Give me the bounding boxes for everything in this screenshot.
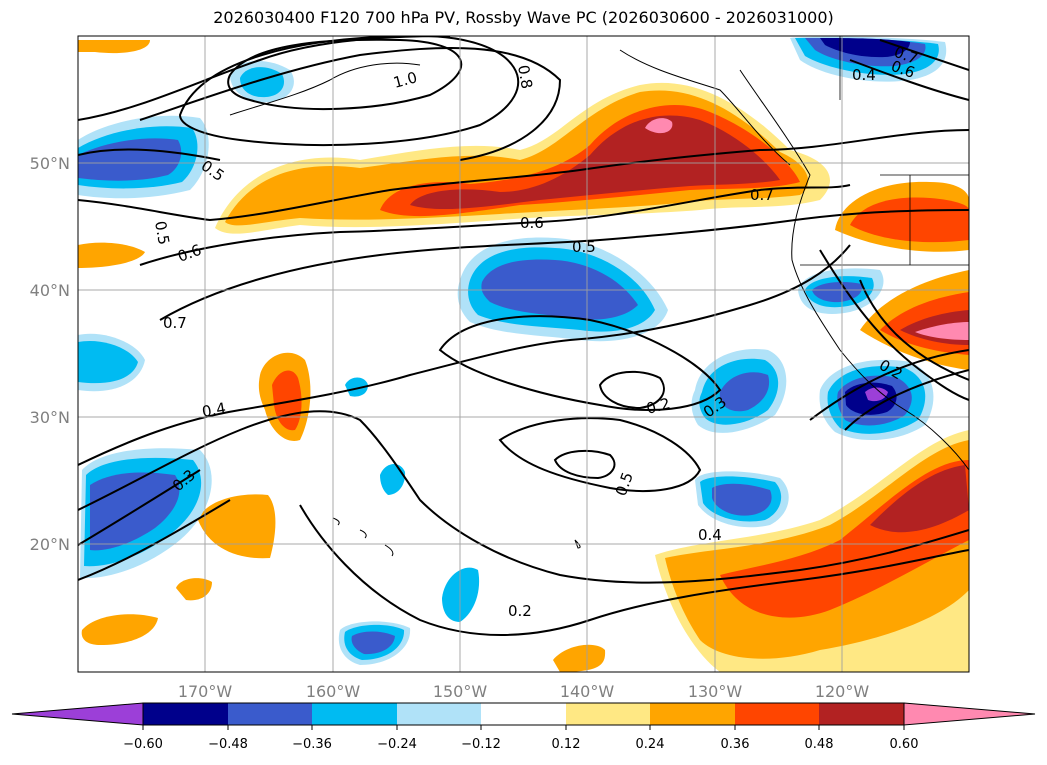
colorbar-swatch	[312, 703, 397, 725]
colorbar-swatch	[228, 703, 312, 725]
colorbar-tick-label: 0.36	[721, 737, 750, 752]
lat-label: 40°N	[30, 281, 70, 300]
contour-label: 0.5	[572, 238, 596, 256]
latitude-labels: 50°N 40°N 30°N 20°N	[30, 154, 70, 554]
colorbar-tick-label: −0.24	[377, 737, 417, 752]
contour-label: 0.8	[514, 64, 536, 91]
contour-label: 0.6	[520, 214, 544, 232]
colorbar-swatch	[481, 703, 566, 725]
pv-anomaly-fills	[78, 36, 969, 672]
colorbar-swatch	[143, 703, 228, 725]
colorbar-tick-label: −0.48	[208, 737, 248, 752]
colorbar-tick-label: −0.36	[292, 737, 332, 752]
colorbar-swatch	[650, 703, 735, 725]
colorbar-tick-label: 0.60	[890, 737, 919, 752]
contour-label: 0.2	[644, 394, 672, 418]
negative-anomaly-regions	[78, 36, 947, 665]
lon-label: 160°W	[306, 682, 361, 701]
colorbar-tick-label: −0.12	[461, 737, 501, 752]
lon-label: 130°W	[688, 682, 743, 701]
map-frame	[77, 35, 970, 673]
colorbar-tick-label: −0.60	[123, 737, 163, 752]
contour-label: 0.2	[508, 602, 532, 620]
contour-label: 1.0	[391, 68, 419, 92]
colorbar: −0.60 −0.48 −0.36 −0.24 −0.12 0.12 0.24 …	[11, 702, 1036, 752]
lon-label: 140°W	[560, 682, 615, 701]
lon-label: 170°W	[178, 682, 233, 701]
lon-label: 150°W	[433, 682, 488, 701]
colorbar-swatch	[566, 703, 650, 725]
lat-label: 50°N	[30, 154, 70, 173]
colorbar-swatch	[735, 703, 819, 725]
colorbar-swatch	[397, 703, 481, 725]
colorbar-extend-max	[903, 702, 1036, 726]
positive-anomaly-north-pacific	[215, 82, 830, 234]
colorbar-tick-label: 0.12	[552, 737, 581, 752]
rossby-wave-contours	[78, 36, 969, 636]
positive-anomaly-subtropics	[78, 40, 969, 672]
contour-label: 0.4	[201, 399, 228, 421]
contour-label: 0.5	[151, 220, 173, 247]
lon-label: 120°W	[815, 682, 870, 701]
colorbar-extend-min	[11, 702, 144, 726]
contour-label: 0.4	[852, 66, 876, 84]
contour-label: 0.7	[750, 186, 774, 204]
gridlines	[78, 36, 969, 672]
lat-label: 30°N	[30, 408, 70, 427]
colorbar-tick-label: 0.24	[636, 737, 665, 752]
contour-label: 0.4	[698, 526, 722, 544]
map-title: 2026030400 F120 700 hPa PV, Rossby Wave …	[213, 8, 834, 27]
colorbar-tick-label: 0.48	[805, 737, 834, 752]
coastlines	[229, 36, 969, 557]
colorbar-swatch	[819, 703, 904, 725]
lat-label: 20°N	[30, 535, 70, 554]
colorbar-outline	[142, 702, 905, 726]
longitude-labels: 170°W 160°W 150°W 140°W 130°W 120°W	[178, 682, 870, 701]
contour-label: 0.7	[163, 314, 187, 332]
